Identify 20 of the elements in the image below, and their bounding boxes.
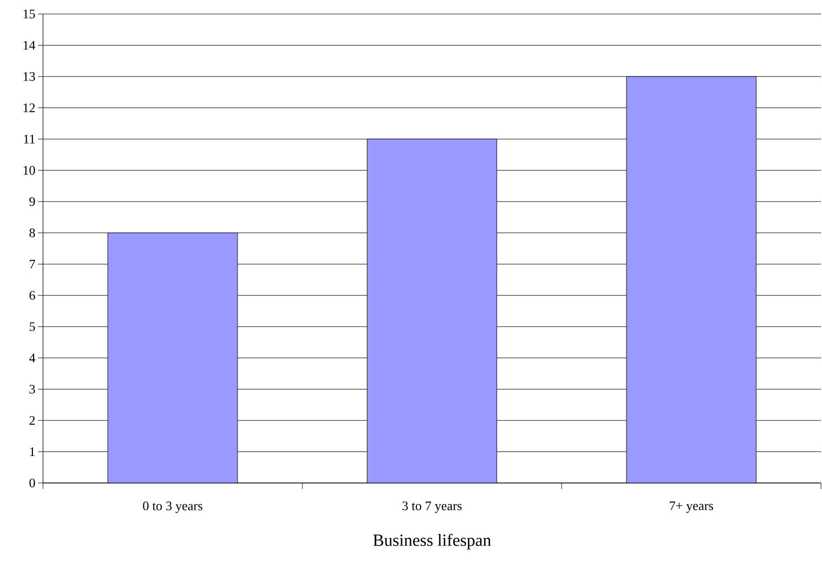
y-tick-label: 9	[29, 197, 35, 206]
y-tick-label: 10	[24, 166, 35, 175]
y-tick-label: 12	[24, 103, 35, 112]
y-tick-label: 3	[30, 384, 35, 394]
y-tick-label: 7	[30, 260, 36, 268]
x-tick-label: 0 to 3 years	[143, 502, 202, 513]
x-axis-title: Business lifespan	[373, 534, 491, 550]
y-tick-label: 8	[29, 228, 35, 238]
x-tick-label: 3 to 7 years	[402, 502, 462, 513]
y-tick-label: 6	[30, 291, 36, 300]
y-tick-label: 13	[24, 72, 35, 81]
y-tick-label: 5	[30, 322, 35, 331]
y-tick-label: 15	[24, 10, 35, 18]
x-tick-label: 7+ years	[670, 502, 714, 513]
y-tick-label: 14	[24, 40, 36, 50]
y-tick-label: 4	[29, 354, 36, 362]
y-tick-label: 1	[30, 447, 35, 456]
y-tick-label: 11	[24, 134, 35, 144]
y-tick-label: 2	[30, 416, 35, 425]
y-tick-label: 0	[29, 478, 35, 488]
